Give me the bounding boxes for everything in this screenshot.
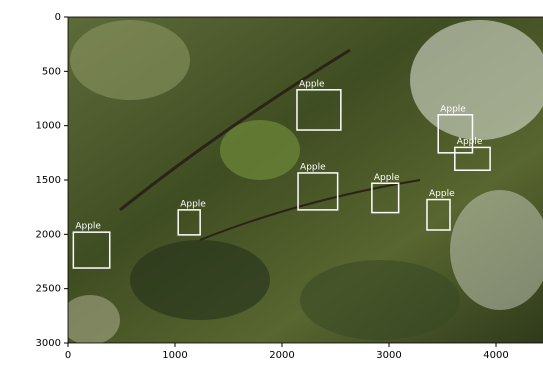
detection-label: Apple	[75, 222, 101, 232]
detection-label: Apple	[440, 104, 466, 114]
x-tick-label: 2000	[269, 350, 294, 361]
photo	[60, 17, 543, 345]
detection-label: Apple	[429, 189, 455, 199]
chart: Apple Apple Apple Apple Apple Apple Apple Apple…	[0, 0, 543, 369]
y-tick-label: 1000	[36, 121, 61, 132]
y-tick-label: 500	[42, 66, 61, 77]
y-tick-label: 2500	[36, 284, 61, 295]
y-tick-label: 1500	[36, 175, 61, 186]
y-tick-label: 0	[55, 12, 61, 23]
detection-label: Apple	[457, 137, 483, 147]
y-tick-label: 2000	[36, 229, 61, 240]
x-tick-label: 4000	[483, 350, 508, 361]
x-tick-label: 3000	[376, 350, 401, 361]
detection-label: Apple	[180, 199, 206, 209]
x-tick-label: 0	[65, 350, 71, 361]
detection-label: Apple	[374, 173, 400, 183]
x-tick-label: 1000	[162, 350, 187, 361]
detection-label: Apple	[299, 79, 325, 89]
detection-label: Apple	[300, 162, 326, 172]
y-tick-label: 3000	[36, 338, 61, 349]
